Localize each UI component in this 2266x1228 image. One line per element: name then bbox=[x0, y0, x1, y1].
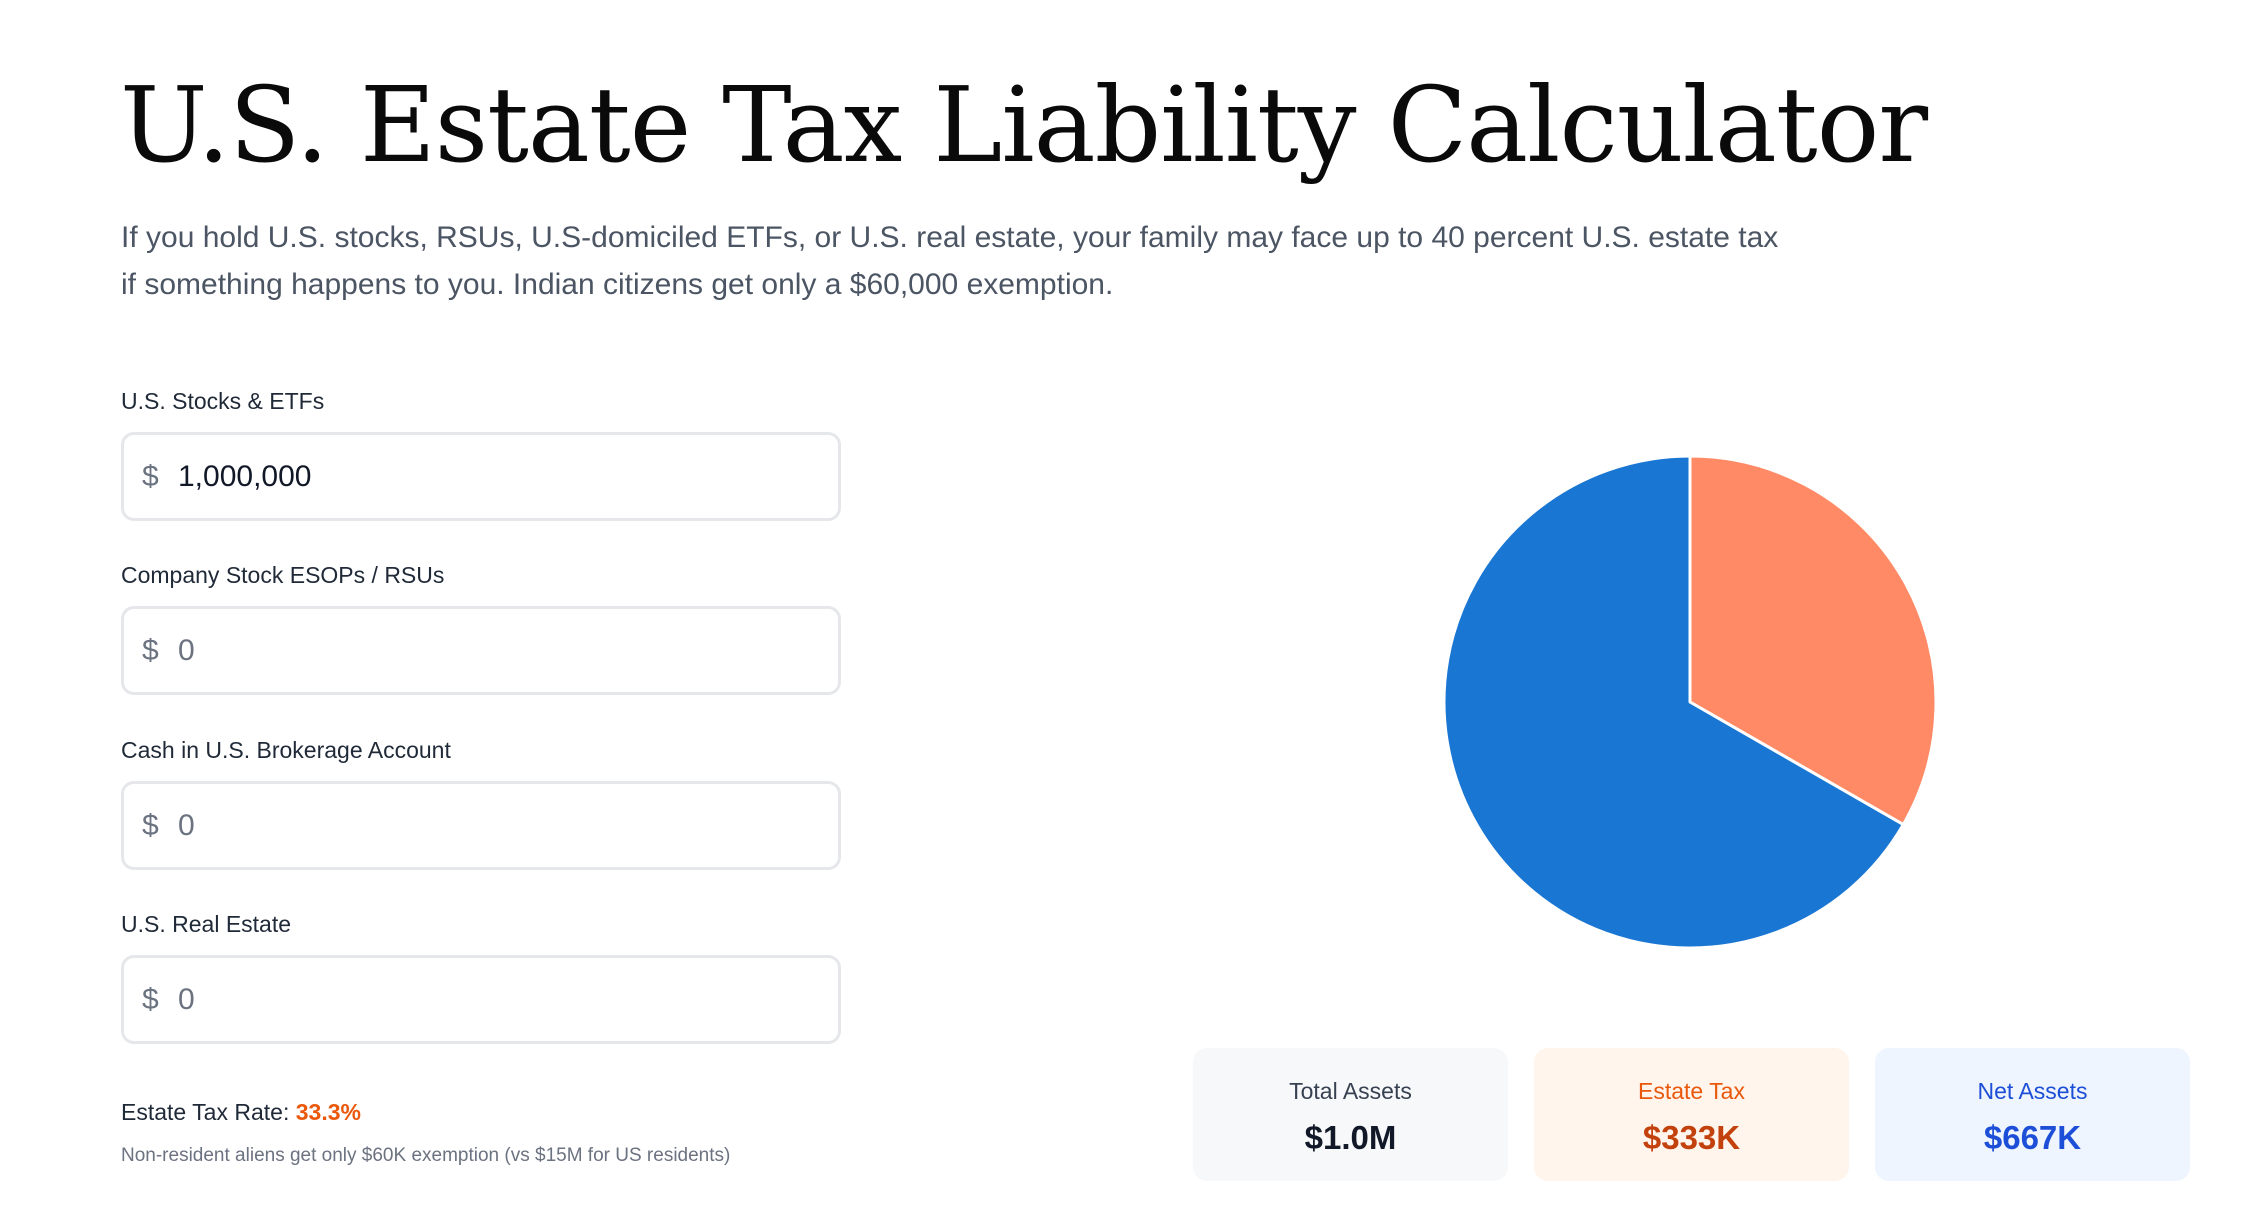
currency-symbol: $ bbox=[142, 808, 159, 842]
pie-slice-net-assets bbox=[1442, 454, 1905, 950]
exemption-note: Non-resident aliens get only $60K exempt… bbox=[121, 1145, 731, 1166]
real-estate-label: U.S. Real Estate bbox=[121, 911, 292, 937]
real-estate-field: U.S. Real Estate $ bbox=[121, 909, 841, 1044]
total-assets-label: Total Assets bbox=[1289, 1078, 1412, 1104]
total-assets-value: $1.0M bbox=[1304, 1119, 1397, 1156]
net-assets-value: $667K bbox=[1983, 1119, 2082, 1156]
tax-rate-label: Estate Tax Rate: bbox=[121, 1099, 296, 1125]
esops-input-box[interactable]: $ bbox=[121, 606, 841, 695]
cash-field: Cash in U.S. Brokerage Account $ bbox=[121, 735, 841, 870]
estate-tax-card: Estate Tax $333K bbox=[1534, 1048, 1849, 1181]
stocks-label: U.S. Stocks & ETFs bbox=[121, 388, 325, 414]
estate-tax-label: Estate Tax bbox=[1638, 1078, 1745, 1104]
real-estate-input-box[interactable]: $ bbox=[121, 955, 841, 1044]
currency-symbol: $ bbox=[142, 459, 159, 493]
stocks-input[interactable] bbox=[178, 459, 838, 494]
cash-input[interactable] bbox=[178, 808, 838, 843]
intro-text: If you hold U.S. stocks, RSUs, U.S-domic… bbox=[121, 221, 1779, 301]
stocks-field: U.S. Stocks & ETFs $ bbox=[121, 386, 841, 521]
pie-slice-estate-tax bbox=[1688, 454, 1938, 827]
tax-rate-line: Estate Tax Rate: 33.3% bbox=[121, 1097, 361, 1127]
pie-chart-svg bbox=[1442, 454, 1938, 950]
page-title: U.S. Estate Tax Liability Calculator bbox=[120, 64, 1928, 186]
esops-label: Company Stock ESOPs / RSUs bbox=[121, 562, 445, 588]
esops-input[interactable] bbox=[178, 633, 838, 668]
currency-symbol: $ bbox=[142, 633, 159, 667]
estate-tax-value: $333K bbox=[1642, 1119, 1741, 1156]
tax-rate-value: 33.3% bbox=[295, 1099, 361, 1125]
esops-field: Company Stock ESOPs / RSUs $ bbox=[121, 560, 841, 695]
cash-input-box[interactable]: $ bbox=[121, 781, 841, 870]
cash-label: Cash in U.S. Brokerage Account bbox=[121, 737, 451, 763]
pie-chart bbox=[1440, 452, 1940, 952]
total-assets-card: Total Assets $1.0M bbox=[1193, 1048, 1508, 1181]
net-assets-label: Net Assets bbox=[1977, 1078, 2088, 1104]
net-assets-card: Net Assets $667K bbox=[1875, 1048, 2190, 1181]
stocks-input-box[interactable]: $ bbox=[121, 432, 841, 521]
currency-symbol: $ bbox=[142, 982, 159, 1016]
real-estate-input[interactable] bbox=[178, 982, 838, 1017]
